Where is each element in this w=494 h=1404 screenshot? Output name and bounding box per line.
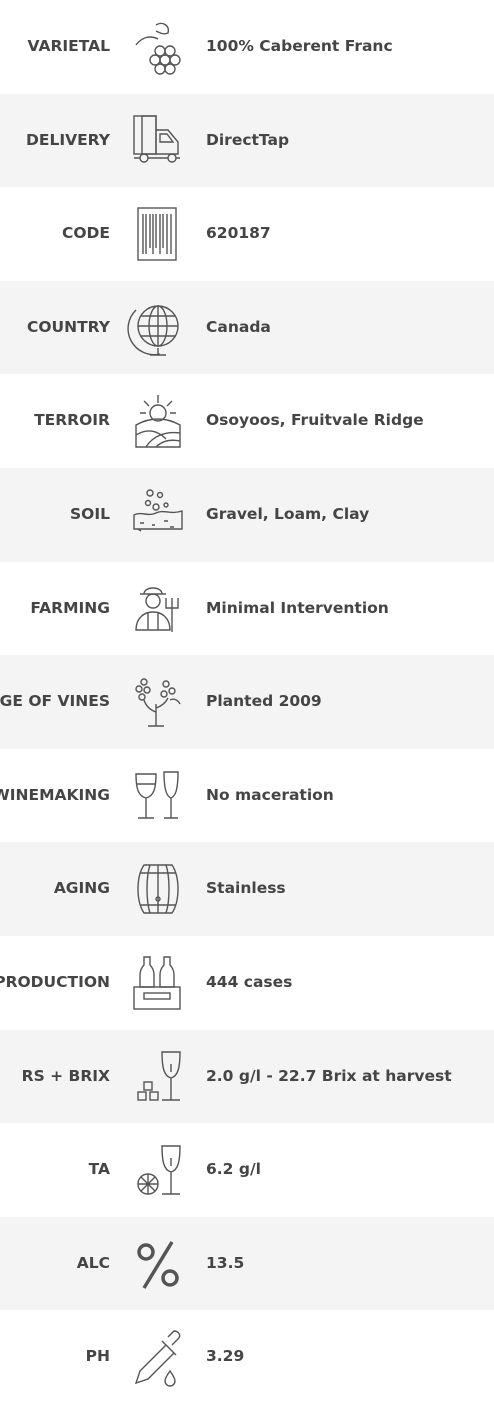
spec-icon — [134, 1330, 181, 1387]
spec-row: PRODUCTION 444 cases — [0, 936, 494, 1030]
spec-label: FARMING — [30, 598, 110, 617]
spec-row: AGE OF VINES Planted 2009 — [0, 655, 494, 749]
spec-value: 3.29 — [206, 1347, 245, 1366]
spec-value: 13.5 — [206, 1253, 245, 1272]
spec-row: DELIVERY DirectTap — [0, 93, 494, 188]
spec-value: 620187 — [206, 224, 271, 243]
spec-icon — [133, 115, 180, 164]
spec-row: RS + BRIX 2.0 g/l - 22.7 Brix at harvest — [0, 1029, 494, 1124]
spec-row: ALC 13.5 — [0, 1216, 494, 1311]
spec-value: 100% Caberent Franc — [206, 37, 393, 55]
spec-row: WINEMAKING No maceration — [0, 749, 494, 843]
spec-row: AGING Stainless — [0, 842, 494, 936]
spec-label: WINEMAKING — [0, 785, 110, 804]
spec-icon — [137, 1145, 181, 1195]
spec-icon — [135, 22, 181, 75]
spec-icon — [135, 678, 181, 727]
spec-icon — [137, 1051, 181, 1102]
spec-label: AGE OF VINES — [0, 692, 110, 711]
spec-label: TERROIR — [34, 411, 110, 430]
spec-icon — [135, 770, 179, 819]
spec-value: Osoyoos, Fruitvale Ridge — [206, 411, 424, 430]
spec-label: SOIL — [70, 504, 110, 523]
spec-label: VARIETAL — [27, 37, 110, 55]
spec-label: TA — [88, 1160, 110, 1179]
spec-row: VARIETAL 100% Caberent Franc — [0, 0, 494, 94]
spec-label: PRODUCTION — [0, 972, 110, 991]
spec-row: TERROIR Osoyoos, Fruitvale Ridge — [0, 374, 494, 468]
spec-row: CODE 620187 — [0, 187, 494, 281]
spec-value: DirectTap — [206, 130, 290, 149]
spec-label: ALC — [76, 1253, 110, 1272]
spec-value: Minimal Intervention — [206, 598, 389, 617]
spec-icon — [135, 587, 179, 633]
spec-label: AGING — [53, 879, 110, 898]
spec-value: 444 cases — [206, 972, 293, 991]
spec-value: 6.2 g/l — [206, 1160, 261, 1179]
spec-icon — [133, 489, 183, 532]
spec-row: TA 6.2 g/l — [0, 1123, 494, 1217]
spec-value: No maceration — [206, 785, 334, 804]
spec-row: FARMING Minimal Intervention — [0, 562, 494, 656]
spec-row: PH 3.29 — [0, 1310, 494, 1404]
spec-icon — [137, 864, 179, 914]
spec-value: 2.0 g/l - 22.7 Brix at harvest — [206, 1066, 452, 1085]
spec-label: RS + BRIX — [21, 1066, 110, 1085]
spec-icon — [135, 395, 181, 448]
spec-row: SOIL Gravel, Loam, Clay — [0, 467, 494, 562]
spec-icon — [133, 956, 181, 1010]
spec-icon — [127, 304, 179, 356]
spec-icon — [137, 1240, 179, 1289]
spec-value: Planted 2009 — [206, 692, 322, 711]
spec-label: PH — [85, 1347, 110, 1366]
spec-icon — [137, 207, 177, 261]
spec-value: Canada — [206, 317, 271, 336]
spec-label: COUNTRY — [27, 317, 110, 336]
spec-value: Gravel, Loam, Clay — [206, 504, 370, 523]
spec-value: Stainless — [206, 879, 286, 898]
spec-row: COUNTRY Canada — [0, 280, 494, 375]
spec-label: CODE — [61, 224, 110, 243]
spec-label: DELIVERY — [26, 130, 110, 149]
